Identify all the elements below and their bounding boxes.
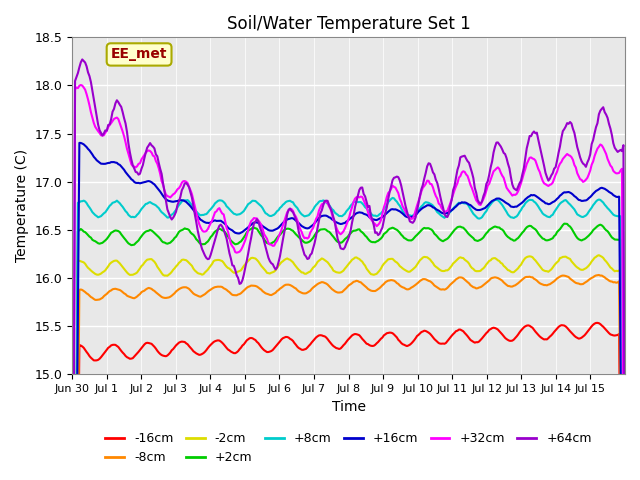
+16cm [88, 152, 96, 157]
+2cm [462, 228, 470, 234]
Line: +2cm: +2cm [72, 224, 625, 480]
+64cm [354, 193, 362, 199]
X-axis label: Time: Time [332, 400, 365, 414]
+64cm [464, 158, 472, 164]
-2cm [87, 268, 95, 274]
+32cm [88, 115, 96, 120]
+2cm [104, 234, 112, 240]
-8cm [353, 278, 360, 284]
-2cm [545, 269, 552, 275]
Line: -2cm: -2cm [72, 255, 625, 480]
+8cm [546, 214, 554, 220]
Line: +64cm: +64cm [72, 60, 625, 480]
-16cm [104, 345, 112, 351]
Line: +32cm: +32cm [72, 85, 625, 480]
+16cm [76, 140, 83, 146]
+32cm [464, 173, 472, 179]
+2cm [618, 434, 626, 440]
+2cm [545, 237, 552, 243]
+64cm [88, 88, 96, 94]
+64cm [106, 121, 113, 127]
-16cm [462, 332, 470, 337]
+32cm [546, 182, 554, 188]
+32cm [618, 166, 626, 172]
+8cm [464, 202, 472, 207]
Line: +16cm: +16cm [72, 143, 625, 480]
+32cm [106, 122, 113, 128]
+16cm [464, 201, 472, 206]
-16cm [594, 320, 602, 326]
Text: EE_met: EE_met [111, 48, 167, 61]
+16cm [106, 160, 113, 166]
+64cm [618, 148, 626, 154]
+8cm [388, 195, 396, 201]
-8cm [462, 278, 470, 284]
+2cm [353, 228, 360, 233]
-2cm [353, 254, 360, 260]
+8cm [104, 205, 112, 211]
Y-axis label: Temperature (C): Temperature (C) [15, 149, 29, 263]
+32cm [354, 194, 362, 200]
Line: -8cm: -8cm [72, 275, 625, 480]
+8cm [618, 414, 626, 420]
Line: +8cm: +8cm [72, 198, 625, 480]
+2cm [561, 221, 568, 227]
Title: Soil/Water Temperature Set 1: Soil/Water Temperature Set 1 [227, 15, 470, 33]
-2cm [618, 460, 626, 466]
-16cm [353, 331, 360, 337]
-8cm [87, 294, 95, 300]
-16cm [545, 335, 552, 341]
Line: -16cm: -16cm [72, 323, 625, 480]
-2cm [104, 264, 112, 269]
+16cm [354, 210, 362, 216]
+64cm [546, 176, 554, 181]
+2cm [87, 235, 95, 240]
-8cm [104, 289, 112, 295]
-8cm [545, 282, 552, 288]
-2cm [462, 258, 470, 264]
+8cm [353, 199, 360, 204]
+32cm [77, 82, 84, 88]
-2cm [595, 252, 603, 258]
-8cm [595, 272, 603, 278]
+16cm [546, 201, 554, 207]
Legend: -16cm, -8cm, -2cm, +2cm, +8cm, +16cm, +32cm, +64cm: -16cm, -8cm, -2cm, +2cm, +8cm, +16cm, +3… [100, 427, 596, 469]
+8cm [87, 207, 95, 213]
+64cm [79, 57, 86, 62]
-16cm [87, 355, 95, 360]
